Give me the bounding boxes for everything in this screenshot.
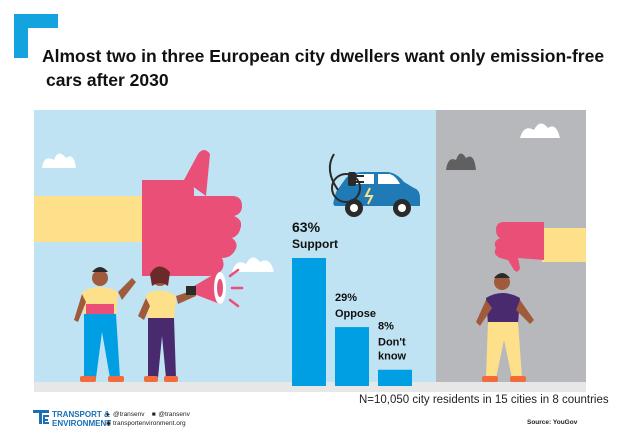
category-label: know [378,351,407,363]
facebook-icon: ■ [151,411,156,418]
brand-line-2: ENVIRONMENT [52,419,112,428]
category-label: Don't [378,337,406,349]
data-label: 63% [292,219,321,235]
cloud-icon [232,257,274,272]
cloud-icon [446,153,476,170]
social-row-1: ▸ @transenv ■ @transenv [105,410,190,419]
cloud-icon [520,123,560,138]
data-label: 29% [335,292,357,304]
category-label: Support [292,237,338,251]
category-label: Oppose [335,308,376,320]
bar-oppose [335,327,369,386]
thumbs-down-icon [494,222,586,272]
data-label: 8% [378,321,394,333]
person-megaphone-icon [138,266,196,382]
cloud-icon [42,153,76,168]
person-opposer-icon [476,273,534,382]
bird-icon: ▸ [106,411,111,418]
website-link[interactable]: transportenvironment.org [113,420,186,427]
bar-support [292,258,326,386]
thumbs-up-icon [34,150,242,276]
floor-strip [34,382,586,392]
brand-line-1: TRANSPORT & [52,410,110,419]
chart-title: Almost two in three European city dwelle… [42,44,612,92]
brand-logo-icon [33,410,49,424]
corner-mark [14,14,58,58]
twitter-handle[interactable]: @transenv [113,411,145,418]
web-icon: ◉ [105,420,112,427]
megaphone-icon [186,268,244,308]
sample-footnote: N=10,050 city residents in 15 cities in … [359,394,609,406]
brand-name: TRANSPORT & ENVIRONMENT [52,410,111,428]
plug-icon [331,172,364,203]
bar-don-t-know [378,369,412,386]
source-note: Source: YouGov [527,419,578,426]
social-row-2: ◉ transportenvironment.org [105,419,190,428]
title-line-2: cars after 2030 [46,70,169,90]
person-supporter-icon [74,267,136,382]
title-line-1: Almost two in three European city dwelle… [42,46,605,66]
facebook-handle[interactable]: @transenv [158,411,190,418]
social-links: ▸ @transenv ■ @transenv ◉ transportenvironm… [105,410,190,428]
